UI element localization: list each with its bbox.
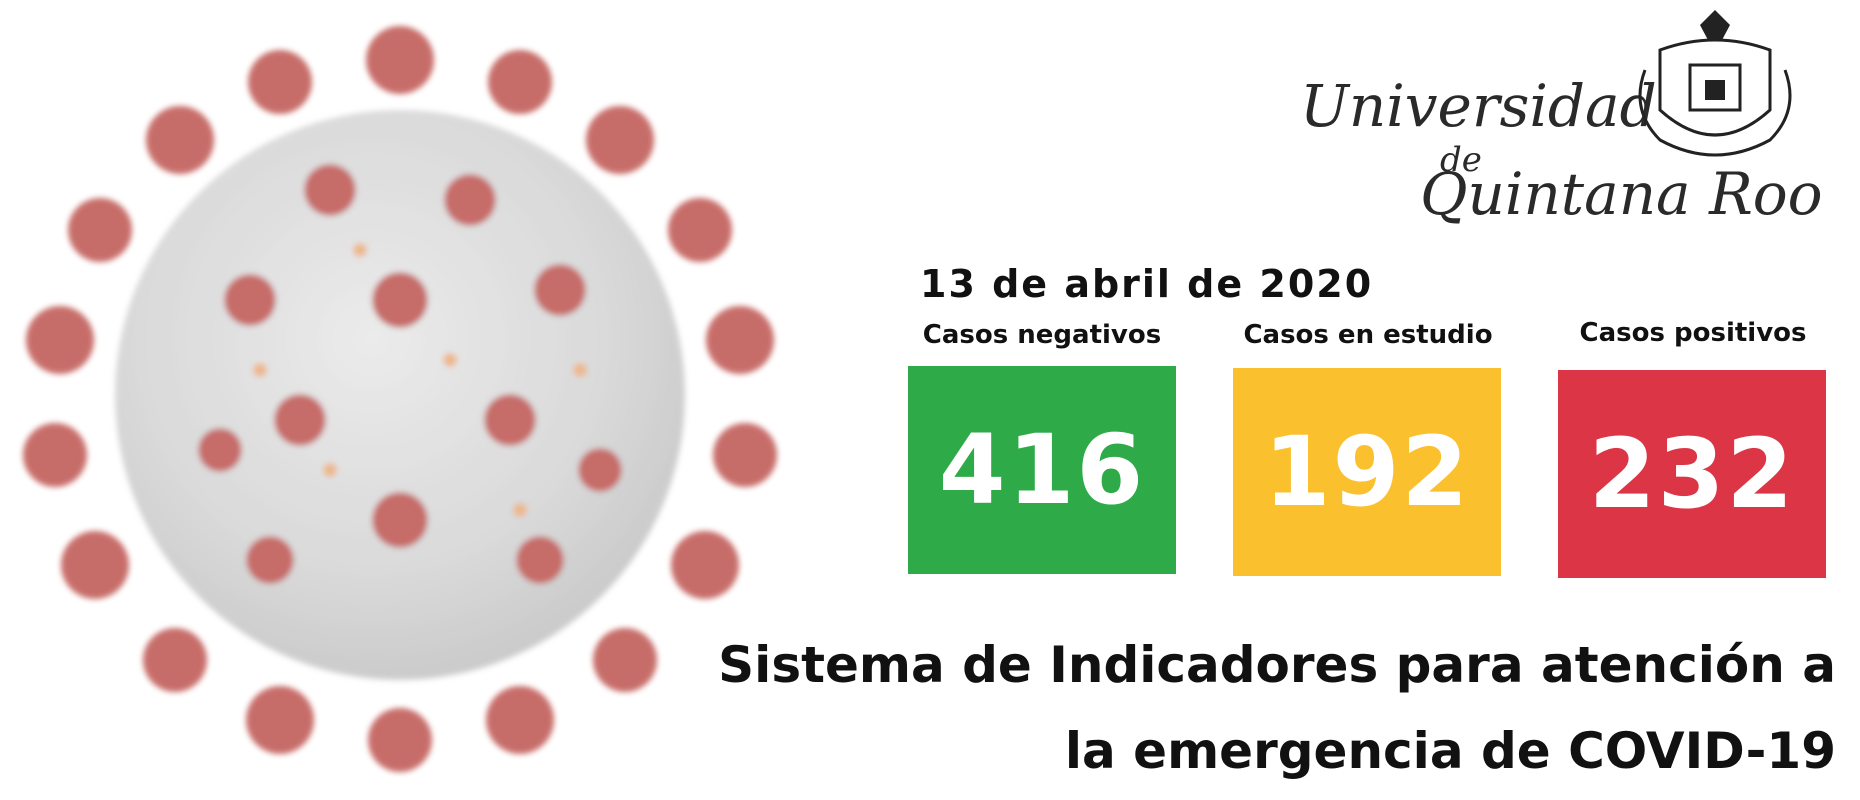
university-logo: Universidad de Quintana Roo (1290, 10, 1850, 228)
stat-card-positive: 232 (1558, 370, 1826, 578)
stat-value-positive: 232 (1588, 418, 1796, 530)
stat-card-in-study: 192 (1233, 368, 1501, 576)
logo-text-quintana-roo: Quintana Roo (1420, 160, 1823, 228)
stat-label-in-study: Casos en estudio (1243, 320, 1493, 350)
stat-label-positive: Casos positivos (1579, 318, 1807, 348)
stat-value-in-study: 192 (1263, 416, 1471, 528)
stat-card-negative: 416 (908, 366, 1176, 574)
stat-value-negative: 416 (938, 414, 1146, 526)
logo-text-universidad: Universidad (1300, 72, 1657, 140)
stat-label-negative: Casos negativos (922, 320, 1162, 350)
coronavirus-illustration (23, 26, 777, 772)
logo-text-de: de (1440, 140, 1482, 180)
system-title-line1: Sistema de Indicadores para atención a (718, 636, 1836, 694)
system-title-line2: la emergencia de COVID-19 (1064, 722, 1836, 780)
report-date: 13 de abril de 2020 (920, 262, 1374, 306)
university-crest-icon (1638, 10, 1792, 157)
